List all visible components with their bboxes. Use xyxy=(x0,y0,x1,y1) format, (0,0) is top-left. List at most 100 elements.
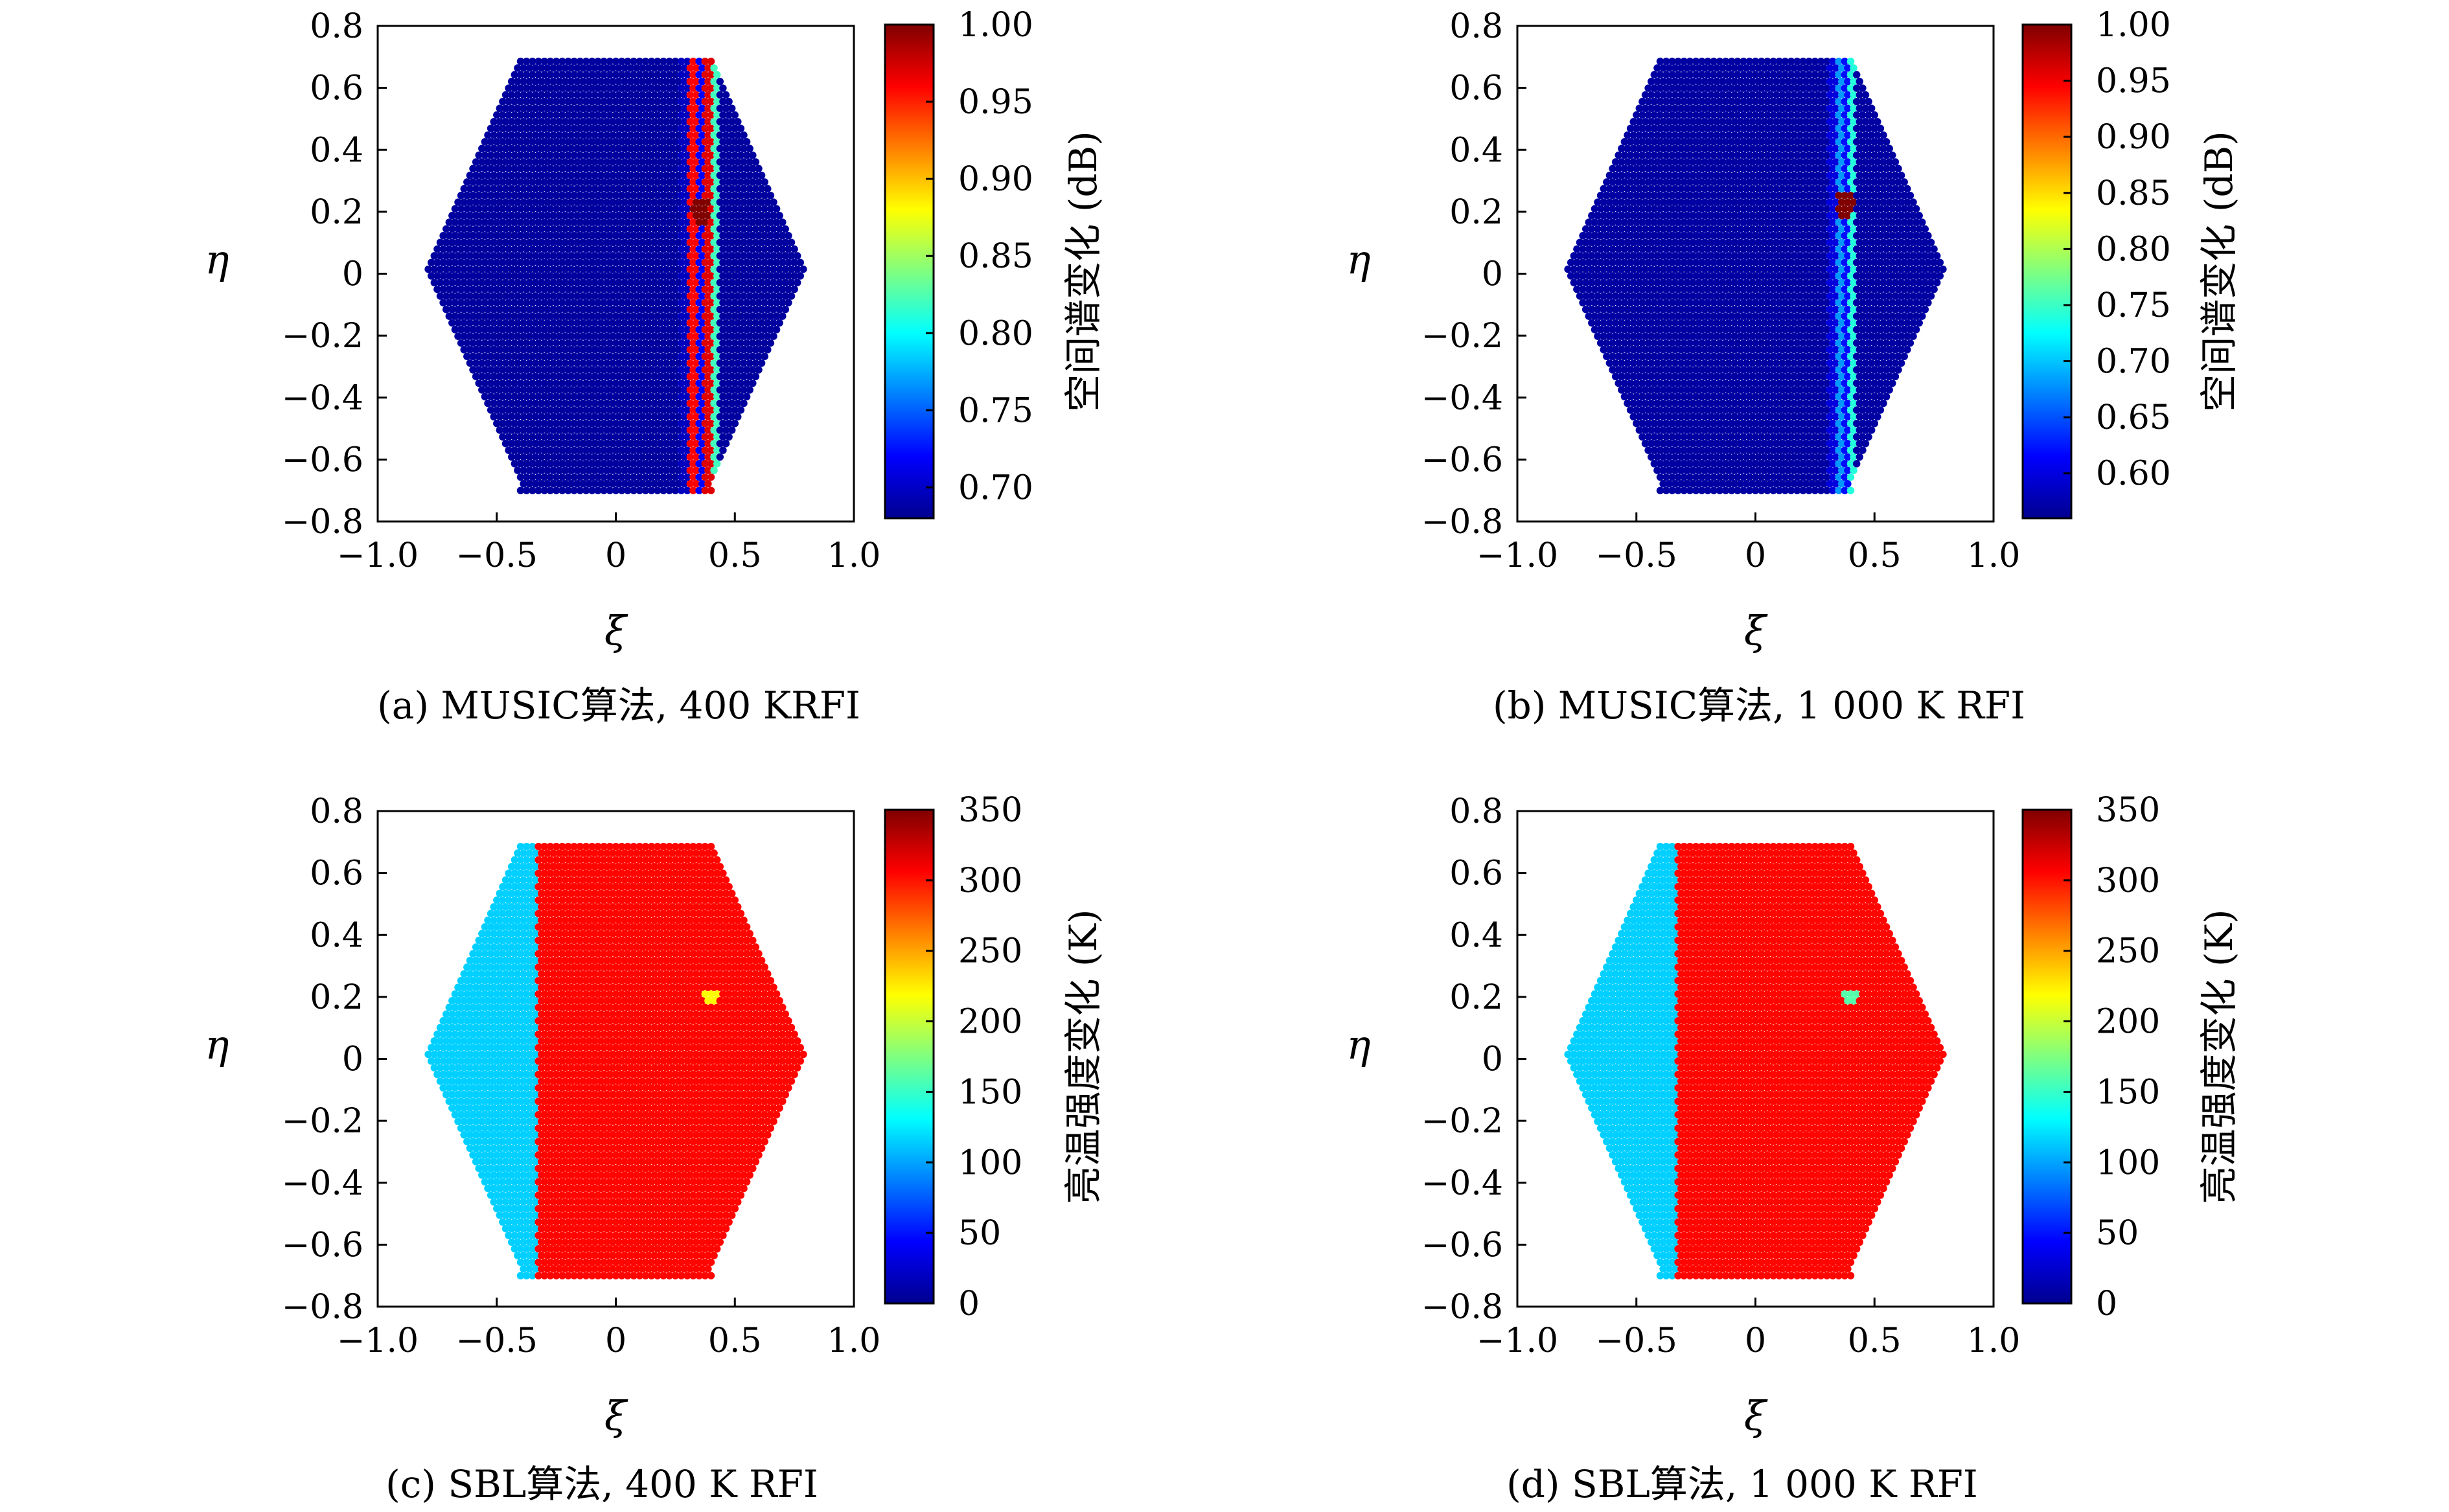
heatmap-cell xyxy=(603,480,611,488)
heatmap-cell xyxy=(1906,339,1914,347)
heatmap-cell xyxy=(674,466,682,474)
heatmap-cell xyxy=(716,439,724,448)
heatmap-cell xyxy=(677,460,685,468)
heatmap-cell xyxy=(701,446,709,454)
heatmap-cell xyxy=(487,393,495,401)
heatmap-cell xyxy=(707,446,715,454)
heatmap-cell xyxy=(514,399,522,407)
heatmap-cell xyxy=(606,433,614,441)
heatmap-cell xyxy=(511,460,519,468)
heatmap-cell xyxy=(731,379,739,387)
heatmap-cell xyxy=(722,372,730,380)
heatmap-cell xyxy=(704,386,712,394)
heatmap-cell xyxy=(645,466,652,474)
heatmap-cell xyxy=(654,487,661,494)
heatmap-cell xyxy=(522,460,531,468)
heatmap-cell xyxy=(707,393,715,401)
heatmap-cell xyxy=(790,285,798,293)
heatmap-cell xyxy=(570,366,578,374)
x-tick-label: 0 xyxy=(605,536,627,575)
heatmap-cell xyxy=(582,433,590,441)
heatmap-cell xyxy=(701,473,709,481)
heatmap-cell xyxy=(579,453,587,461)
heatmap-cell xyxy=(621,466,629,474)
heatmap-cell xyxy=(695,379,703,387)
heatmap-cell xyxy=(546,460,555,468)
heatmap-cell xyxy=(799,265,807,273)
heatmap-cell xyxy=(505,393,512,401)
heatmap-cell xyxy=(725,366,733,374)
heatmap-cell xyxy=(669,386,676,394)
heatmap-cell xyxy=(588,460,596,468)
heatmap-cell xyxy=(544,480,551,488)
heatmap-cell xyxy=(645,453,652,461)
heatmap-cell xyxy=(639,439,647,448)
heatmap-cell xyxy=(737,406,745,414)
heatmap-cell xyxy=(1876,406,1885,414)
heatmap-cell xyxy=(710,399,718,407)
heatmap-cell xyxy=(656,399,665,407)
heatmap-cell xyxy=(535,366,542,374)
heatmap-cell xyxy=(516,487,525,494)
heatmap-cell xyxy=(621,439,629,448)
heatmap-cell xyxy=(588,379,596,387)
heatmap-cell xyxy=(630,473,638,481)
heatmap-cell xyxy=(728,104,736,112)
heatmap-cell xyxy=(1900,352,1908,360)
heatmap-cell xyxy=(677,366,685,374)
heatmap-cell xyxy=(660,393,667,401)
heatmap-cell xyxy=(609,372,617,380)
heatmap-cell xyxy=(662,413,671,421)
heatmap-cell xyxy=(582,446,590,454)
heatmap-cell xyxy=(722,91,730,99)
heatmap-cell xyxy=(540,433,549,441)
heatmap-cell xyxy=(698,453,706,461)
heatmap-cell xyxy=(686,386,695,394)
heatmap-cell xyxy=(540,393,549,401)
heatmap-cell xyxy=(636,433,644,441)
heatmap-cell xyxy=(636,393,644,401)
heatmap-cell xyxy=(555,426,563,434)
heatmap-cell xyxy=(597,466,605,474)
heatmap-cell xyxy=(660,473,667,481)
heatmap-cell xyxy=(615,480,623,488)
heatmap-cell xyxy=(632,359,641,367)
heatmap-cell xyxy=(606,446,614,454)
heatmap-cell xyxy=(597,399,605,407)
heatmap-cell xyxy=(514,359,522,367)
heatmap-cell xyxy=(617,473,626,481)
heatmap-cell xyxy=(552,433,560,441)
heatmap-cell xyxy=(567,426,575,434)
heatmap-cell xyxy=(555,372,563,380)
heatmap-cell xyxy=(656,480,665,488)
heatmap-cell xyxy=(692,386,700,394)
heatmap-cell xyxy=(594,366,602,374)
heatmap-cell xyxy=(603,413,611,421)
heatmap-cell xyxy=(692,439,700,448)
heatmap-cell xyxy=(641,487,650,494)
heatmap-cell xyxy=(612,406,620,414)
heatmap-cell xyxy=(535,406,542,414)
heatmap-cell xyxy=(591,453,599,461)
heatmap-cell xyxy=(695,487,703,494)
heatmap-cell xyxy=(617,487,626,494)
heatmap-cell xyxy=(650,439,658,448)
heatmap-cell xyxy=(636,446,644,454)
heatmap-cell xyxy=(564,419,572,428)
heatmap-cell xyxy=(558,379,566,387)
heatmap-cell xyxy=(680,480,688,488)
heatmap-cell xyxy=(707,419,715,428)
heatmap-cell xyxy=(600,473,608,481)
heatmap-cell xyxy=(501,359,510,367)
heatmap-cell xyxy=(576,433,584,441)
heatmap-cell xyxy=(600,406,608,414)
heatmap-cell xyxy=(710,386,718,394)
heatmap-cell xyxy=(740,372,748,380)
heatmap-cell xyxy=(535,473,542,481)
heatmap-cell xyxy=(627,386,635,394)
heatmap-cell xyxy=(734,386,742,394)
heatmap-cell xyxy=(544,372,551,380)
heatmap-cell xyxy=(537,413,546,421)
heatmap-cell xyxy=(641,419,650,428)
heatmap-cell xyxy=(737,366,745,374)
